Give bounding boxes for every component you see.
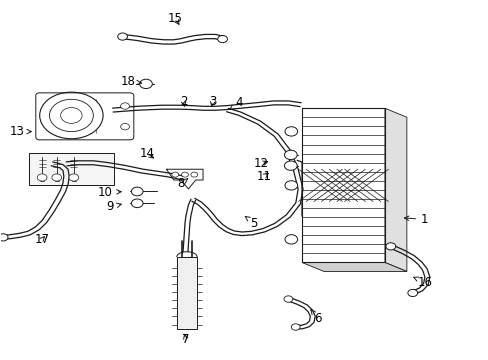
Circle shape bbox=[285, 181, 297, 190]
Text: 7: 7 bbox=[182, 333, 189, 346]
Text: 3: 3 bbox=[209, 95, 216, 108]
Circle shape bbox=[61, 108, 82, 123]
Circle shape bbox=[49, 99, 93, 132]
Circle shape bbox=[131, 199, 143, 208]
Circle shape bbox=[190, 172, 197, 177]
Circle shape bbox=[118, 33, 127, 40]
Bar bbox=[29, 153, 114, 185]
Text: 1: 1 bbox=[404, 213, 428, 226]
Circle shape bbox=[40, 92, 103, 139]
Circle shape bbox=[0, 234, 8, 241]
Text: 13: 13 bbox=[9, 125, 31, 138]
Circle shape bbox=[37, 174, 47, 181]
Circle shape bbox=[171, 172, 178, 177]
Text: 8: 8 bbox=[177, 177, 187, 190]
Text: 16: 16 bbox=[413, 276, 431, 289]
Text: 6: 6 bbox=[310, 310, 321, 325]
Circle shape bbox=[181, 172, 188, 177]
Circle shape bbox=[140, 79, 152, 89]
Circle shape bbox=[285, 235, 297, 244]
Polygon shape bbox=[384, 108, 406, 271]
Text: 9: 9 bbox=[106, 201, 121, 213]
Circle shape bbox=[121, 123, 129, 130]
Circle shape bbox=[291, 324, 300, 330]
Text: 18: 18 bbox=[121, 75, 141, 88]
Circle shape bbox=[52, 174, 61, 181]
Text: 15: 15 bbox=[167, 12, 183, 25]
Circle shape bbox=[131, 187, 143, 196]
Text: 11: 11 bbox=[256, 170, 271, 183]
Circle shape bbox=[385, 243, 395, 250]
Text: 10: 10 bbox=[98, 186, 121, 199]
Circle shape bbox=[284, 150, 297, 159]
Text: 14: 14 bbox=[139, 147, 154, 159]
Circle shape bbox=[284, 296, 292, 302]
Circle shape bbox=[284, 161, 297, 170]
Text: 4: 4 bbox=[229, 96, 243, 109]
Bar bbox=[176, 257, 197, 329]
Text: 5: 5 bbox=[245, 216, 257, 230]
Circle shape bbox=[121, 103, 129, 109]
Text: 12: 12 bbox=[254, 157, 268, 170]
Circle shape bbox=[407, 289, 417, 297]
Text: 17: 17 bbox=[35, 233, 50, 246]
Polygon shape bbox=[302, 262, 406, 271]
Circle shape bbox=[217, 36, 227, 42]
Circle shape bbox=[285, 127, 297, 136]
Circle shape bbox=[69, 174, 79, 181]
Text: 2: 2 bbox=[180, 95, 187, 108]
